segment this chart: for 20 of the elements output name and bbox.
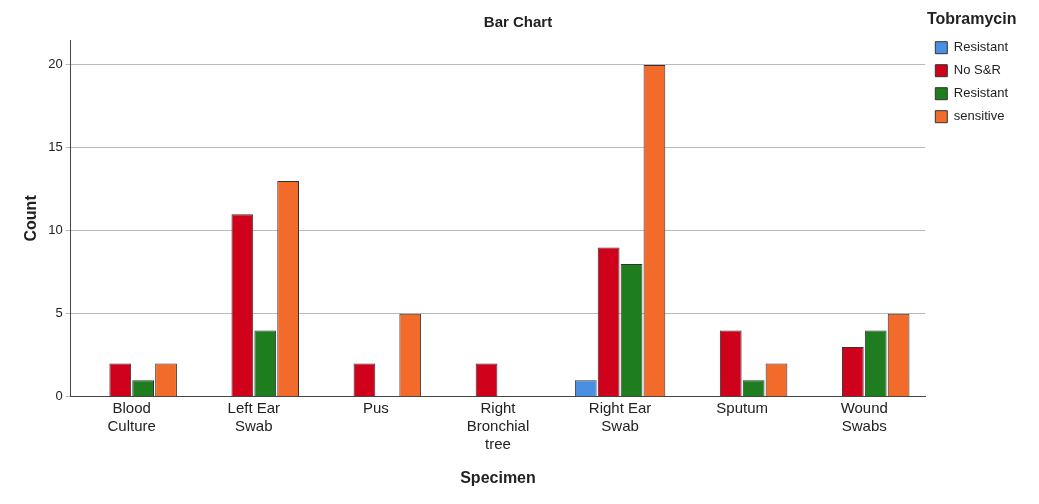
x-tick-label: Wound Swabs xyxy=(840,398,888,434)
x-tick-label: Sputum xyxy=(716,398,769,416)
y-axis-title: Count xyxy=(22,194,40,242)
x-axis-title: Specimen xyxy=(460,468,536,486)
y-tick-label: 0 xyxy=(55,388,63,404)
x-tick-label: Right Bronchial tree xyxy=(466,398,530,452)
y-tick-label: 10 xyxy=(48,222,63,238)
x-tick-label: Right Ear Swab xyxy=(588,398,652,434)
chart-title: Bar Chart xyxy=(483,13,553,31)
legend-label: No S&R xyxy=(953,62,1001,78)
x-tick-label: Blood Culture xyxy=(107,398,156,434)
legend-label: sensitive xyxy=(953,108,1005,124)
legend-label: Resistant xyxy=(953,85,1009,101)
x-tick-label: Left Ear Swab xyxy=(227,398,281,434)
y-tick-label: 20 xyxy=(48,56,63,72)
x-tick-label: Pus xyxy=(362,398,389,416)
legend-title: Tobramycin xyxy=(926,10,1017,28)
y-tick-label: 15 xyxy=(48,139,63,155)
y-tick-label: 5 xyxy=(55,305,63,321)
legend-label: Resistant xyxy=(953,39,1009,55)
